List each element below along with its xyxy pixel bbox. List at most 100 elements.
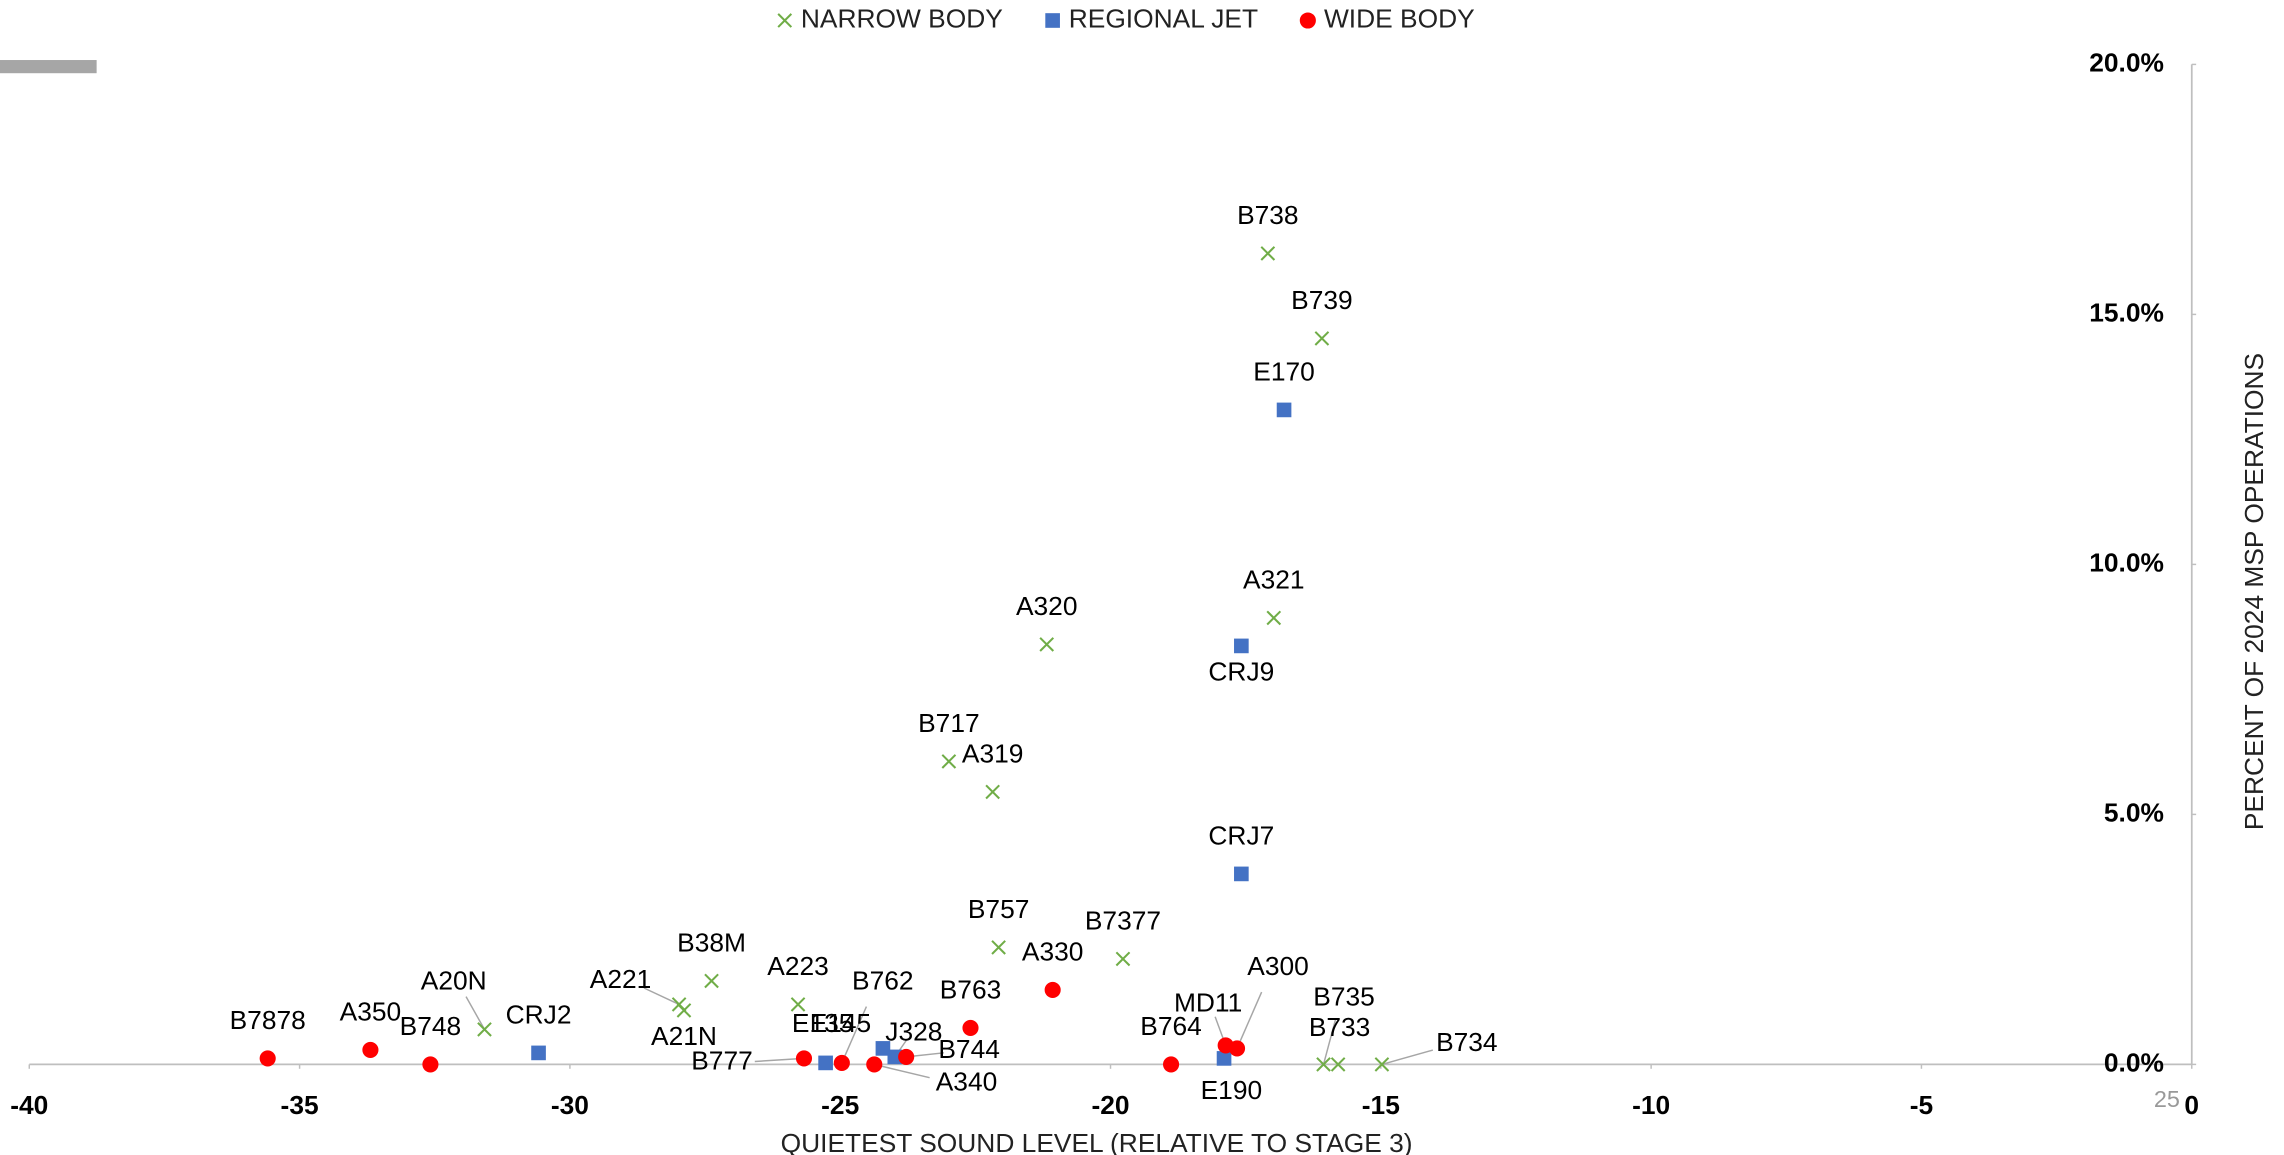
data-point [795,1050,813,1067]
x-tick-label: -30 [551,1090,589,1120]
data-point [1115,951,1131,967]
leader-line [465,996,486,1030]
data-point [1234,638,1249,654]
data-point [1039,637,1055,652]
legend-marker [777,13,793,28]
point-label: B777 [691,1046,753,1076]
data-point [875,1041,891,1056]
point-label: A21N [651,1021,717,1051]
point-label: B7377 [1085,905,1161,935]
data-point [1314,331,1330,346]
point-label: A320 [1016,591,1078,621]
point-label: B763 [940,974,1002,1004]
x-tick-label: -40 [10,1090,48,1120]
y-tick-label: 0.0% [2104,1047,2164,1077]
point-label: A330 [1022,936,1084,966]
point-label: A350 [340,996,402,1026]
point-label: E145 [810,1008,872,1038]
legend-label: NARROW BODY [801,3,1003,33]
leader-line [754,1057,805,1063]
point-label: CRJ2 [506,999,572,1029]
y-tick-label: 15.0% [2089,297,2164,327]
point-label: A221 [590,964,652,994]
y-tick-label: 5.0% [2104,797,2164,827]
data-point [1044,981,1061,998]
legend-label: REGIONAL JET [1069,3,1258,33]
data-point [866,1056,883,1073]
leader-line [874,1063,930,1079]
point-label: B739 [1291,285,1353,315]
point-label: A321 [1243,564,1305,594]
data-point [833,1054,850,1071]
point-label: E170 [1253,356,1315,386]
point-label: CRJ7 [1208,820,1274,850]
point-label: B762 [852,965,914,995]
data-point [1228,1040,1246,1057]
point-label: A20N [421,966,487,996]
point-label: E190 [1201,1075,1263,1105]
data-point [362,1041,379,1058]
point-label: A319 [962,738,1024,768]
data-point [991,940,1006,955]
data-point [259,1050,276,1067]
point-label: B757 [968,894,1030,924]
x-tick-label: -10 [1632,1090,1670,1120]
point-label: B734 [1436,1027,1498,1057]
data-point [1163,1056,1180,1073]
x-tick-label: -35 [281,1090,319,1120]
leader-line [1322,1018,1337,1065]
data-point [676,1003,692,1018]
decor-bar [0,60,97,74]
legend-label: WIDE BODY [1324,3,1475,33]
point-label: A223 [767,951,829,981]
data-point [477,1022,492,1037]
point-label: A300 [1247,951,1309,981]
data-point [1330,1057,1346,1072]
point-label: B748 [400,1011,462,1041]
x-tick-label: 0 [2184,1090,2199,1120]
data-point [531,1045,546,1061]
leader-line [1381,1049,1434,1066]
leader-line [841,1006,868,1064]
point-label: B38M [677,927,746,957]
data-point [1216,1051,1232,1066]
x-tick-label: -20 [1091,1090,1129,1120]
data-point [1316,1057,1331,1072]
data-point [818,1055,833,1071]
data-point [985,784,1000,800]
legend-marker [1299,12,1316,29]
data-point [898,1048,915,1065]
point-label: B7878 [230,1005,306,1035]
data-point [422,1056,439,1073]
leader-line [643,987,680,1006]
x-tick-label: -25 [821,1090,859,1120]
point-label: B717 [918,708,980,738]
data-point [1234,866,1249,882]
leader-line [1236,991,1263,1049]
data-point [1266,610,1282,626]
legend-marker [1045,13,1060,28]
data-point [1374,1057,1390,1072]
data-point [962,1019,979,1036]
page-number: 25 [2154,1086,2180,1112]
point-label: E135 [792,1008,854,1038]
point-label: CRJ9 [1208,657,1274,687]
y-tick-label: 10.0% [2089,547,2164,577]
point-label: B764 [1140,1011,1202,1041]
point-label: MD11 [1174,987,1242,1017]
point-label: B735 [1313,981,1375,1011]
data-point [1260,246,1276,261]
y-axis-title: PERCENT OF 2024 MSP OPERATIONS [2239,353,2269,830]
data-point [887,1049,903,1065]
legend: NARROW BODY REGIONAL JET WIDE BODY [777,3,1475,33]
y-tick-label: 20.0% [2089,47,2164,77]
data-point [704,973,719,989]
point-label: J328 [885,1016,942,1046]
data-point [1276,402,1292,418]
point-label: B738 [1237,200,1299,230]
point-label: B733 [1309,1012,1371,1042]
x-axis-title: QUIETEST SOUND LEVEL (RELATIVE TO STAGE … [781,1128,1413,1155]
x-tick-label: -5 [1910,1090,1933,1120]
